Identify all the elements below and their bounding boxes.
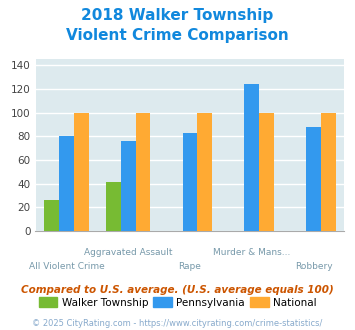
Bar bbox=[197, 113, 212, 231]
Text: All Violent Crime: All Violent Crime bbox=[28, 262, 104, 271]
Text: 2018 Walker Township: 2018 Walker Township bbox=[81, 8, 274, 23]
Bar bbox=[136, 113, 151, 231]
Bar bbox=[44, 200, 59, 231]
Text: © 2025 CityRating.com - https://www.cityrating.com/crime-statistics/: © 2025 CityRating.com - https://www.city… bbox=[32, 319, 323, 328]
Text: Robbery: Robbery bbox=[295, 262, 332, 271]
Bar bbox=[244, 84, 259, 231]
Bar bbox=[259, 113, 274, 231]
Bar bbox=[182, 133, 197, 231]
Legend: Walker Township, Pennsylvania, National: Walker Township, Pennsylvania, National bbox=[34, 293, 321, 312]
Bar bbox=[321, 113, 336, 231]
Text: Aggravated Assault: Aggravated Assault bbox=[84, 248, 173, 257]
Text: Rape: Rape bbox=[179, 262, 201, 271]
Bar bbox=[121, 141, 136, 231]
Bar bbox=[306, 127, 321, 231]
Text: Violent Crime Comparison: Violent Crime Comparison bbox=[66, 28, 289, 43]
Text: Compared to U.S. average. (U.S. average equals 100): Compared to U.S. average. (U.S. average … bbox=[21, 285, 334, 295]
Bar bbox=[74, 113, 89, 231]
Bar bbox=[59, 136, 74, 231]
Bar bbox=[106, 182, 121, 231]
Text: Murder & Mans...: Murder & Mans... bbox=[213, 248, 290, 257]
